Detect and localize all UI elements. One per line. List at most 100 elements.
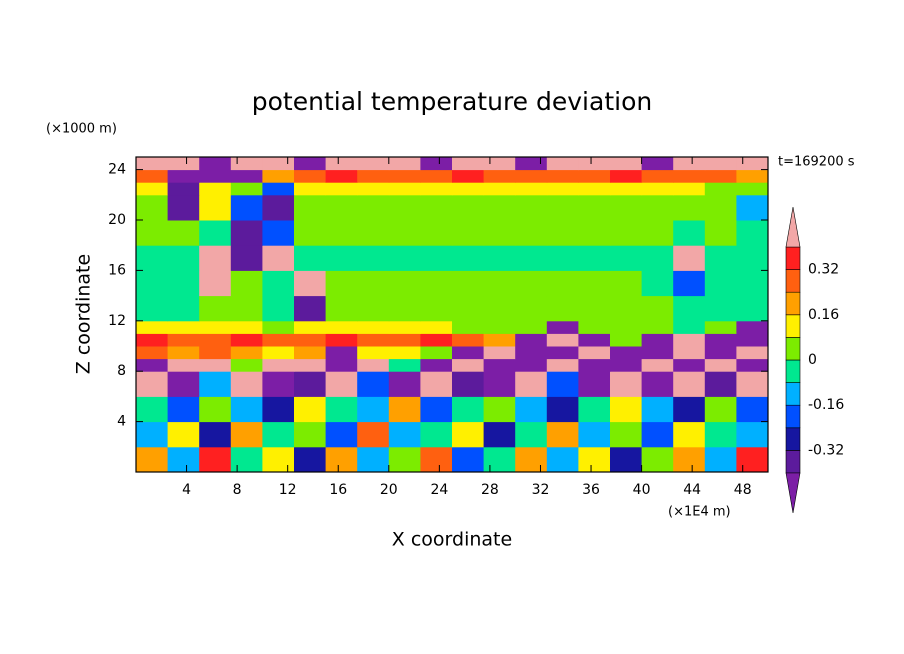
field-cell — [483, 358, 516, 372]
field-cell — [641, 295, 674, 322]
field-cell — [704, 270, 737, 297]
field-cell — [452, 358, 485, 372]
field-cell — [167, 169, 200, 183]
field-cell — [388, 333, 421, 347]
field-cell — [736, 421, 769, 448]
x-tick-label: 16 — [329, 482, 347, 498]
field-cell — [578, 346, 611, 360]
field-cell — [452, 371, 485, 397]
field-cell — [262, 169, 295, 183]
field-cell — [546, 320, 579, 334]
field-cell — [546, 270, 579, 297]
field-cell — [136, 194, 169, 221]
field-cell — [388, 396, 421, 423]
field-cell — [641, 396, 674, 423]
field-cell — [578, 220, 611, 246]
field-cell — [578, 194, 611, 221]
field-cell — [610, 270, 643, 297]
field-cell — [230, 446, 263, 473]
field-cell — [673, 157, 706, 171]
field-cell — [420, 320, 453, 334]
field — [136, 157, 769, 473]
field-cell — [167, 446, 200, 473]
field-cell — [515, 270, 548, 297]
field-cell — [420, 169, 453, 183]
field-cell — [357, 220, 390, 246]
field-cell — [199, 358, 232, 372]
field-cell — [388, 182, 421, 196]
field-cell — [483, 194, 516, 221]
field-cell — [641, 358, 674, 372]
field-cell — [546, 358, 579, 372]
field-cell — [515, 421, 548, 448]
field-cell — [483, 446, 516, 473]
field-cell — [167, 320, 200, 334]
field-cell — [199, 320, 232, 334]
field-cell — [673, 421, 706, 448]
field-cell — [736, 169, 769, 183]
field-cell — [167, 157, 200, 171]
field-cell — [136, 295, 169, 322]
field-cell — [167, 245, 200, 271]
field-cell — [294, 421, 327, 448]
field-cell — [515, 157, 548, 171]
field-cell — [136, 396, 169, 423]
field-cell — [515, 346, 548, 360]
field-cell — [610, 245, 643, 271]
field-cell — [546, 333, 579, 347]
field-cell — [704, 194, 737, 221]
field-cell — [325, 245, 358, 271]
field-cell — [167, 295, 200, 322]
field-cell — [610, 396, 643, 423]
field-cell — [546, 295, 579, 322]
field-cell — [673, 371, 706, 397]
field-cell — [673, 182, 706, 196]
field-cell — [452, 245, 485, 271]
field-cell — [199, 421, 232, 448]
field-cell — [199, 270, 232, 297]
field-cell — [546, 396, 579, 423]
colorbar-label: 0.32 — [808, 262, 839, 278]
field-cell — [167, 358, 200, 372]
field-cell — [641, 245, 674, 271]
field-cell — [452, 295, 485, 322]
field-cell — [262, 421, 295, 448]
field-cell — [388, 157, 421, 171]
field-cell — [325, 194, 358, 221]
field-cell — [673, 220, 706, 246]
field-cell — [357, 358, 390, 372]
colorbar-box — [785, 291, 801, 316]
field-cell — [199, 220, 232, 246]
field-cell — [578, 169, 611, 183]
field-cell — [452, 194, 485, 221]
field-cell — [578, 371, 611, 397]
field-cell — [704, 245, 737, 271]
field-cell — [262, 245, 295, 271]
colorbar-under — [785, 472, 801, 514]
field-cell — [167, 346, 200, 360]
field-cell — [736, 157, 769, 171]
field-cell — [673, 169, 706, 183]
field-cell — [357, 169, 390, 183]
field-cell — [704, 346, 737, 360]
field-cell — [578, 333, 611, 347]
field-cell — [641, 182, 674, 196]
field-cell — [294, 358, 327, 372]
field-cell — [673, 358, 706, 372]
field-cell — [136, 333, 169, 347]
field-cell — [610, 295, 643, 322]
field-cell — [736, 194, 769, 221]
field-cell — [515, 220, 548, 246]
field-cell — [483, 182, 516, 196]
field-cell — [262, 358, 295, 372]
field-cell — [452, 446, 485, 473]
field-cell — [515, 446, 548, 473]
field-cell — [704, 333, 737, 347]
field-cell — [230, 333, 263, 347]
annotation: t=169200 s — [778, 155, 855, 170]
field-cell — [704, 182, 737, 196]
y-tick-label: 8 — [117, 363, 126, 379]
field-cell — [546, 446, 579, 473]
field-cell — [388, 194, 421, 221]
field-cell — [483, 169, 516, 183]
